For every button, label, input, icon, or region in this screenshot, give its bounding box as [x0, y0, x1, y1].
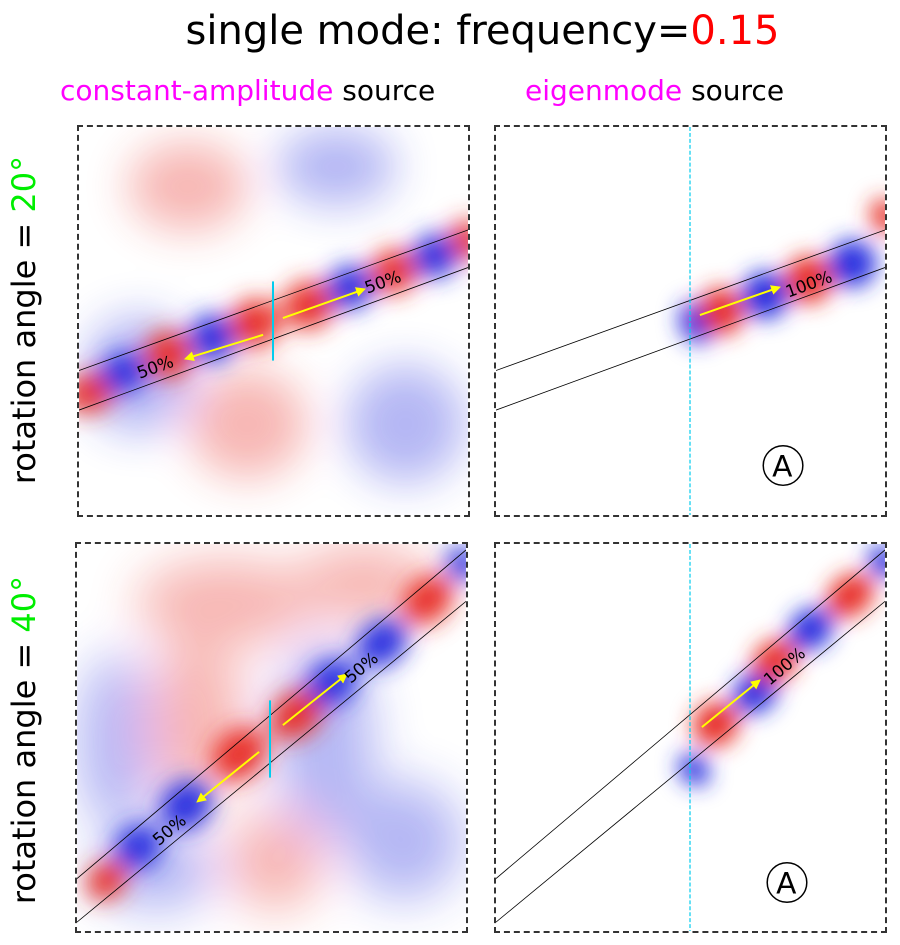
marker-letter: A — [772, 449, 793, 484]
marker-letter: A — [776, 866, 797, 901]
flux-arrow — [699, 285, 781, 316]
marker-circle — [766, 861, 808, 904]
row-label-angle: 20° — [5, 155, 43, 213]
row-label-prefix: rotation angle = — [5, 632, 43, 905]
panel-eigenmode-20: 100% A — [494, 125, 887, 517]
column-title-eigenmode: eigenmode source — [525, 74, 784, 107]
field-plot: 50% 50% — [79, 127, 468, 484]
flux-arrow-right — [282, 287, 366, 319]
field-plot: 100% A — [496, 544, 885, 931]
column-title-highlight: constant-amplitude — [60, 74, 334, 107]
row-label-20: rotation angle = 20° — [4, 150, 44, 490]
marker-circle — [762, 444, 804, 487]
frequency-value: 0.15 — [690, 8, 780, 54]
figure-title: single mode: frequency=0.15 — [0, 8, 900, 54]
panel-constant-amplitude-20: 50% 50% — [77, 125, 470, 517]
column-title-rest: source — [333, 74, 436, 107]
row-label-prefix: rotation angle = — [5, 212, 43, 485]
panel-eigenmode-40: 100% A — [494, 542, 887, 933]
row-label-angle: 40° — [5, 575, 43, 633]
column-title-rest: source — [682, 74, 785, 107]
panel-constant-amplitude-40: 50% 50% — [75, 542, 468, 933]
flux-arrow-right — [282, 673, 348, 726]
row-label-40: rotation angle = 40° — [4, 570, 44, 910]
field-plot: 50% 50% — [77, 544, 466, 923]
field-plot: 100% A — [496, 127, 885, 515]
title-prefix: single mode: frequency= — [185, 8, 691, 54]
flux-arrow — [701, 679, 761, 728]
column-title-constant-amplitude: constant-amplitude source — [60, 74, 435, 107]
flux-arrow-left — [184, 333, 264, 362]
flux-arrow-left — [196, 751, 260, 803]
column-title-highlight: eigenmode — [525, 74, 683, 107]
